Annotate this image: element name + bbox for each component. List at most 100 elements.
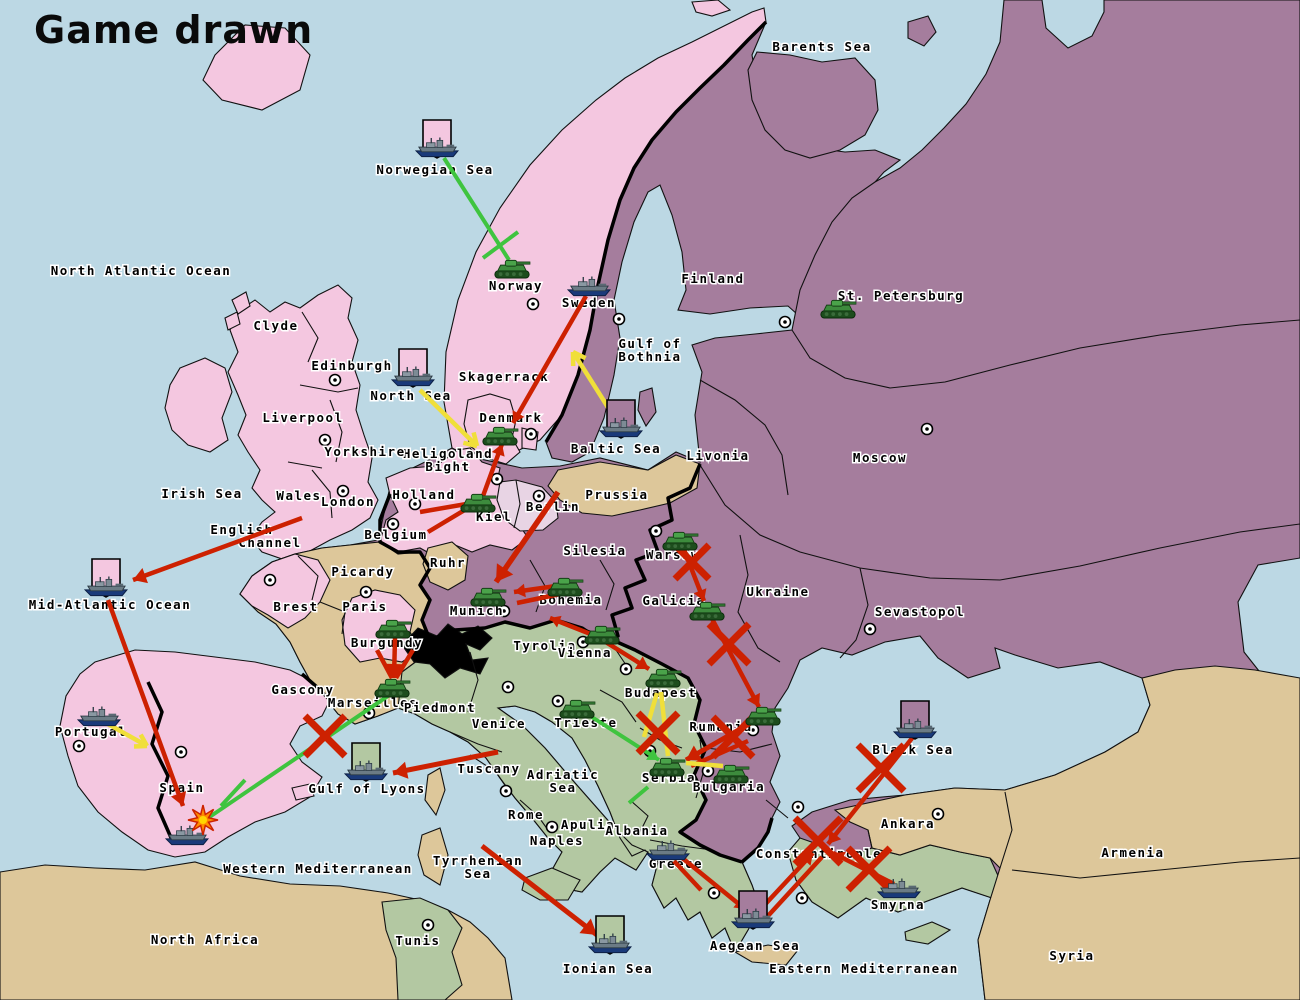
region-gotland[interactable]: [637, 387, 657, 428]
arrowhead: [646, 748, 659, 760]
territory-label: Gulf of Lyons: [308, 781, 425, 796]
border-thin: [699, 464, 1300, 581]
order-arrow-yellow: [106, 722, 149, 748]
territory-label: Berlin: [526, 499, 580, 514]
arrow-fork: [572, 349, 587, 361]
order-arrow-red: [511, 294, 588, 425]
region-ireland[interactable]: [164, 357, 233, 453]
territory-label: Ankara: [881, 816, 935, 831]
fleet-unit-aegean-sea[interactable]: [731, 890, 775, 930]
fleet-unit-mid-atlantic-ocean[interactable]: [84, 558, 128, 598]
supply-center-core: [617, 317, 621, 321]
border-thin: [649, 839, 713, 851]
region-tunis-region[interactable]: [381, 897, 463, 1000]
region-orkney[interactable]: [224, 311, 241, 331]
territory-label: Bothnia: [618, 349, 681, 364]
region-switzerland[interactable]: [401, 623, 493, 679]
territory-label: Sea: [549, 780, 576, 795]
supply-center-core: [936, 812, 940, 816]
supply-center-core: [367, 711, 371, 715]
arrowhead: [491, 444, 505, 457]
supply-center-core: [77, 744, 81, 748]
order-arrow-red: [765, 855, 824, 919]
border-thin: [839, 567, 869, 659]
supply-center-core: [800, 896, 804, 900]
territory-label: Piedmont: [404, 700, 476, 715]
region-sicily[interactable]: [521, 867, 581, 901]
territory-label: London: [321, 494, 375, 509]
region-iceland[interactable]: [202, 24, 311, 111]
territory-label: Tuscany: [457, 761, 520, 776]
region-anatolia-east[interactable]: [833, 665, 1300, 1000]
territory-label: Picardy: [331, 564, 394, 579]
supply-center-core: [504, 789, 508, 793]
region-cyprus[interactable]: [904, 921, 952, 945]
territory-label: Eastern Mediterranean: [769, 961, 959, 976]
supply-center-core: [581, 640, 585, 644]
territory-label: Sevastopol: [875, 604, 965, 619]
territory-label: Syria: [1049, 948, 1094, 963]
order-arrow-green: [627, 785, 650, 805]
territory-label: Tyrolia: [513, 638, 576, 653]
border-thin: [311, 469, 333, 519]
territory-label: Liverpool: [262, 410, 343, 425]
supply-center-core: [712, 891, 716, 895]
region-hebrides[interactable]: [231, 291, 251, 315]
region-novaya-island[interactable]: [907, 15, 937, 47]
region-brest[interactable]: [239, 553, 331, 629]
order-arrow-green: [481, 230, 520, 260]
explosion-core: [199, 816, 207, 824]
border-thin: [469, 754, 509, 791]
region-iberia[interactable]: [59, 649, 331, 858]
standoff-x-mark: [672, 542, 712, 582]
territory-label: Gulf of: [618, 336, 681, 351]
supply-center-core: [529, 432, 533, 436]
fleet-unit-norwegian-sea[interactable]: [415, 119, 459, 159]
standoff-x-mark: [302, 713, 348, 759]
region-ruhr[interactable]: [422, 541, 469, 591]
orders-layer: [105, 156, 915, 937]
fleet-unit-ionian-sea[interactable]: [588, 915, 632, 955]
supply-center-core: [495, 477, 499, 481]
fleet-unit-gulf-of-lyons[interactable]: [344, 742, 388, 782]
border-thin: [599, 689, 637, 723]
game-status-title: Game drawn: [34, 8, 314, 52]
arrowhead: [828, 829, 842, 844]
order-arrow-green: [206, 694, 390, 820]
territory-label: Belgium: [364, 527, 427, 542]
territory-label: Portugal: [55, 724, 127, 739]
supply-centers-layer: [72, 297, 945, 932]
region-svalbard[interactable]: [691, 0, 732, 17]
supply-center-core: [426, 923, 430, 927]
order-arrow-red: [392, 749, 499, 776]
arrowhead: [693, 588, 707, 601]
labels-layer: North Atlantic Ocean Norwegian Sea Barents…: [27, 38, 1164, 978]
territory-label: Vienna: [558, 645, 612, 660]
arrowhead: [385, 663, 404, 678]
supply-center-core: [537, 494, 541, 498]
territory-label: Norwegian Sea: [376, 162, 493, 177]
region-crete[interactable]: [733, 944, 800, 966]
border-thin: [765, 799, 789, 819]
fleet-unit-black-sea[interactable]: [893, 700, 937, 740]
border-thin: [449, 731, 503, 753]
supply-center-core: [333, 378, 337, 382]
region-north-africa[interactable]: [0, 861, 513, 1000]
region-sardinia[interactable]: [417, 827, 449, 886]
region-kola[interactable]: [747, 51, 879, 159]
region-balearic[interactable]: [291, 783, 315, 801]
supply-center-core: [506, 685, 510, 689]
fleet-unit-north-sea[interactable]: [391, 348, 435, 388]
territory-label: Edinburgh: [311, 358, 392, 373]
territory-label: Prussia: [585, 487, 648, 502]
arrowhead: [579, 918, 597, 935]
order-arrow-yellow: [685, 760, 724, 769]
region-corsica[interactable]: [424, 767, 446, 817]
borders-layer: [146, 20, 1300, 879]
fleet-unit-baltic-sea[interactable]: [599, 399, 643, 439]
border-thick: [544, 20, 768, 443]
arrowhead: [393, 761, 409, 779]
border-thin: [329, 399, 343, 463]
